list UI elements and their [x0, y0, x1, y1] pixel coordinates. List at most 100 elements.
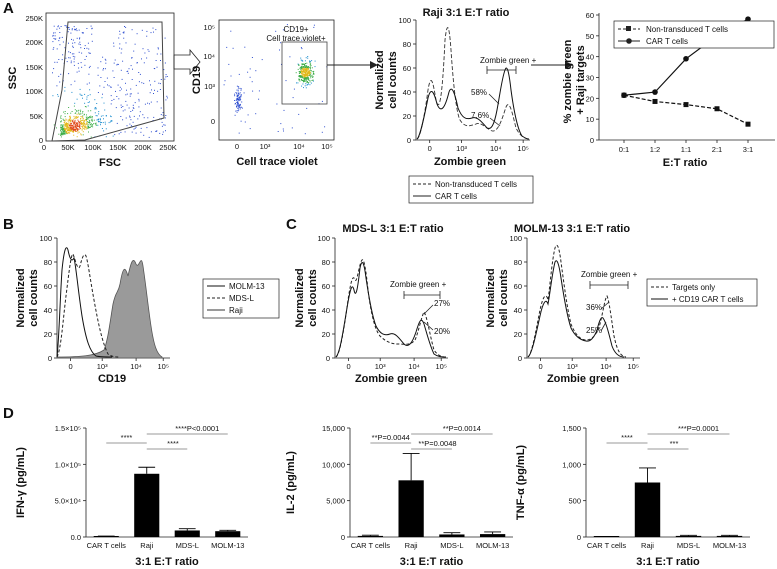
a1-event-dot — [68, 73, 70, 75]
x-tick-label: 10⁴ — [408, 362, 420, 371]
a1-event-dot — [62, 129, 64, 131]
d-x-tick-label: CAR T cells — [351, 541, 391, 550]
a4-legend-marker — [626, 26, 631, 31]
a1-event-dot — [77, 110, 79, 112]
a1-event-dot — [86, 121, 88, 122]
a1-event-dot — [144, 103, 146, 105]
a1-event-dot — [78, 112, 80, 114]
a2-event-dot — [308, 73, 310, 75]
a1-event-dot — [68, 118, 70, 120]
a2-event-dot — [309, 62, 311, 64]
a1-event-dot — [77, 116, 78, 118]
a1-event-dot — [56, 28, 58, 30]
a1-event-dot — [156, 53, 158, 55]
a1-event-dot — [82, 117, 84, 119]
a1-event-dot — [63, 111, 65, 113]
a2-event-dot — [305, 75, 307, 77]
a2-event-dot — [305, 77, 307, 79]
a1-event-dot — [122, 119, 124, 121]
a2-event-dot — [298, 113, 300, 115]
a2-event-dot — [298, 75, 300, 76]
d-annotation: ***P=0.0001 — [678, 424, 719, 433]
a1-event-dot — [88, 82, 90, 84]
a2-event-dot — [237, 104, 239, 106]
b-ylabel: Normalized — [15, 268, 27, 327]
a2-event-dot — [309, 72, 311, 74]
a1-event-dot — [131, 131, 133, 133]
a1-event-dot — [119, 90, 121, 92]
x-tick-label: 10⁴ — [600, 362, 612, 371]
a1-event-dot — [82, 134, 84, 136]
a1-event-dot — [78, 125, 80, 127]
a1-event-dot — [143, 82, 145, 84]
a2-event-dot — [299, 80, 301, 82]
a1-event-dot — [54, 32, 56, 34]
a2-event-dot — [299, 68, 301, 70]
a1-event-dot — [75, 116, 77, 117]
a1-event-dot — [164, 124, 166, 126]
a2-event-dot — [239, 106, 241, 108]
a1-event-dot — [126, 71, 128, 72]
a1-event-dot — [143, 62, 145, 64]
a2-event-dot — [308, 70, 309, 72]
a1-event-dot — [86, 98, 88, 100]
a3-pointer — [489, 117, 501, 127]
a2-event-dot — [302, 66, 304, 68]
a1-event-dot — [102, 69, 104, 71]
a3-xlabel: Zombie green — [434, 156, 506, 168]
a2-event-dot — [300, 76, 302, 77]
a1-event-dot — [73, 131, 74, 133]
a1-event-dot — [69, 57, 71, 59]
a1-event-dot — [56, 61, 58, 63]
a2-event-dot — [313, 71, 314, 73]
a1-event-dot — [124, 131, 126, 133]
a1-event-dot — [68, 131, 70, 133]
a1-event-dot — [53, 124, 55, 126]
a2-event-dot — [310, 63, 312, 65]
a2-event-dot — [304, 73, 306, 75]
a2-event-dot — [277, 131, 279, 132]
a1-event-dot — [53, 47, 55, 49]
a1-event-dot — [125, 26, 127, 28]
d-xlabel: 3:1 E:T ratio — [636, 556, 700, 568]
a1-event-dot — [56, 85, 58, 87]
a1-event-dot — [85, 106, 87, 108]
a4-y-tick-label: 30 — [586, 74, 594, 83]
x-tick-label: 0 — [346, 362, 350, 371]
a1-event-dot — [74, 128, 76, 130]
a2-event-dot — [234, 114, 236, 116]
b-curve-raji — [56, 260, 163, 359]
a1-event-dot — [86, 47, 88, 49]
a1-event-dot — [98, 113, 100, 115]
a1-event-dot — [72, 127, 74, 129]
a1-event-dot — [139, 73, 141, 75]
a1-event-dot — [154, 80, 156, 82]
d-xlabel: 3:1 E:T ratio — [400, 556, 464, 568]
a1-event-dot — [89, 101, 90, 103]
a1-event-dot — [64, 131, 66, 133]
y-tick-label: 80 — [322, 258, 330, 267]
a1-event-dot — [78, 131, 80, 133]
a1-ytick: 200K — [25, 38, 43, 47]
a2-event-dot — [310, 82, 312, 84]
a1-event-dot — [73, 61, 75, 63]
a1-event-dot — [87, 125, 89, 127]
a1-event-dot — [125, 42, 127, 44]
a1-event-dot — [82, 128, 84, 130]
a1-event-dot — [75, 29, 77, 30]
a1-event-dot — [130, 111, 132, 112]
a2-event-dot — [249, 76, 251, 78]
c1-xlabel: Zombie green — [355, 373, 427, 385]
a1-event-dot — [79, 113, 81, 115]
a4-x-tick-label: 1:1 — [681, 145, 691, 154]
a1-event-dot — [77, 122, 79, 124]
a2-event-dot — [239, 98, 241, 100]
a1-event-dot — [65, 122, 67, 124]
c2-ylabel: Normalized — [485, 268, 497, 327]
a2-event-dot — [307, 73, 309, 75]
a1-event-dot — [165, 76, 167, 78]
a2-event-dot — [304, 68, 306, 70]
a1-event-dot — [156, 101, 158, 103]
a1-event-dot — [88, 126, 89, 127]
a1-event-dot — [85, 55, 87, 57]
